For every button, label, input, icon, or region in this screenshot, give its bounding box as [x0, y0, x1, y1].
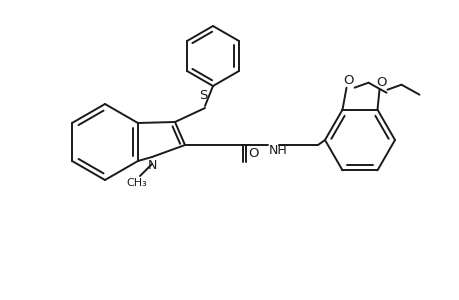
Text: CH₃: CH₃	[126, 178, 147, 188]
Text: O: O	[375, 76, 386, 89]
Text: S: S	[198, 89, 207, 102]
Text: N: N	[147, 159, 157, 172]
Text: O: O	[342, 74, 353, 87]
Text: NH: NH	[269, 144, 287, 157]
Text: O: O	[247, 147, 258, 160]
